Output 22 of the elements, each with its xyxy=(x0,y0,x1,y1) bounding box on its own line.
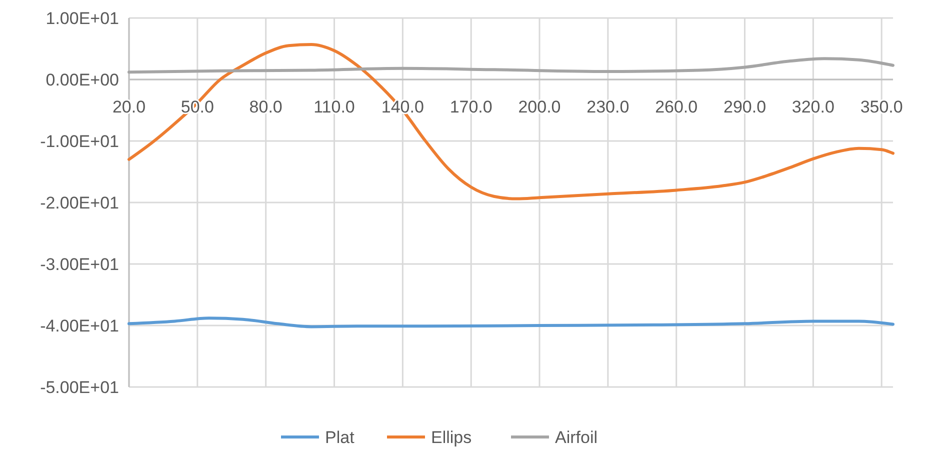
y-tick-label: -4.00E+01 xyxy=(40,316,119,336)
x-tick-label: 170.0 xyxy=(450,98,492,116)
legend-label: Airfoil xyxy=(555,428,598,447)
x-tick-label: 80.0 xyxy=(249,98,282,116)
y-tick-label: -5.00E+01 xyxy=(40,378,119,397)
x-tick-label: 290.0 xyxy=(723,98,766,116)
x-tick-label: 350.0 xyxy=(860,98,903,116)
legend-label: Ellips xyxy=(431,428,472,447)
y-tick-label: -2.00E+01 xyxy=(40,193,119,212)
y-tick-label: -3.00E+01 xyxy=(40,254,119,274)
x-tick-label: 110.0 xyxy=(314,98,355,116)
x-tick-label: 200.0 xyxy=(518,98,561,116)
legend-label: Plat xyxy=(325,428,355,447)
x-tick-label: 320.0 xyxy=(792,98,834,116)
line-series xyxy=(128,57,894,74)
x-tick-label: 20.0 xyxy=(112,98,146,116)
y-tick-label: -1.00E+01 xyxy=(40,132,119,151)
y-tick-label: 1.00E+01 xyxy=(46,8,119,28)
x-tick-label: 260.0 xyxy=(655,98,698,116)
y-tick-label: 0.00E+00 xyxy=(46,70,119,90)
line-series xyxy=(128,316,894,328)
x-tick-label: 230.0 xyxy=(586,98,630,116)
